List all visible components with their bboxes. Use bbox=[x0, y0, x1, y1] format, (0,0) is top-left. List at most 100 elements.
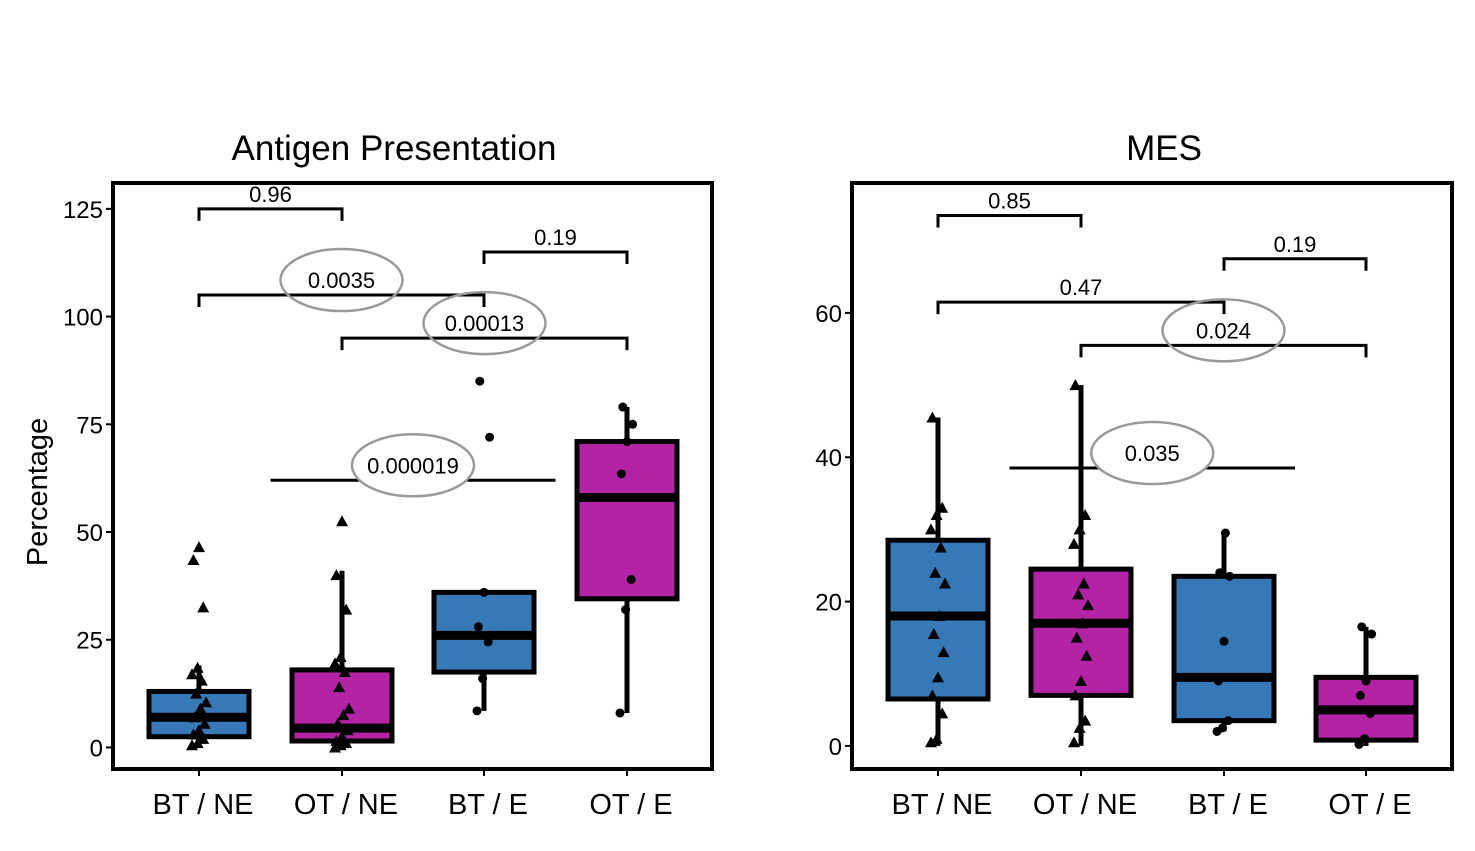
data-point bbox=[936, 501, 949, 513]
y-tick-label-50: 50 bbox=[76, 520, 103, 547]
data-point bbox=[932, 671, 944, 683]
data-point bbox=[934, 541, 947, 553]
data-point bbox=[1354, 739, 1364, 749]
data-point bbox=[478, 674, 488, 684]
chart-title: Antigen Presentation bbox=[232, 129, 557, 168]
comparison-bracket-0 bbox=[197, 207, 344, 221]
y-tick-label-20: 20 bbox=[815, 590, 842, 617]
plot-frame bbox=[850, 181, 1454, 771]
data-point bbox=[622, 437, 632, 447]
data-point bbox=[1069, 689, 1082, 701]
p-value-label: 0.00013 bbox=[445, 311, 525, 336]
box-2 bbox=[1171, 573, 1277, 724]
data-point bbox=[926, 411, 939, 423]
data-point bbox=[340, 737, 353, 749]
data-point bbox=[187, 554, 200, 566]
data-point bbox=[1069, 379, 1082, 391]
p-value-highlight bbox=[422, 290, 547, 356]
data-point bbox=[479, 587, 489, 597]
data-point bbox=[1225, 571, 1235, 581]
panel-antigen-presentation: Antigen Presentation 0 25 50 75 100 125 BT / NE… bbox=[63, 129, 714, 821]
data-point bbox=[628, 419, 638, 429]
data-point bbox=[1079, 508, 1092, 520]
comparison-bracket-3 bbox=[340, 336, 629, 351]
x-tick-label-3: OT / E bbox=[1328, 789, 1411, 821]
chart-title: MES bbox=[1126, 129, 1202, 168]
data-point bbox=[329, 657, 341, 669]
y-tick-label-75: 75 bbox=[76, 412, 103, 439]
data-point bbox=[937, 646, 950, 658]
data-point bbox=[191, 661, 204, 673]
p-value-label: 0.96 bbox=[249, 182, 292, 207]
data-point bbox=[1068, 736, 1080, 748]
data-point bbox=[337, 709, 350, 721]
data-point bbox=[483, 637, 493, 647]
data-point bbox=[191, 737, 204, 749]
data-point bbox=[1367, 629, 1377, 639]
data-point bbox=[626, 574, 636, 584]
data-point bbox=[472, 706, 482, 716]
data-point bbox=[1073, 721, 1086, 733]
data-point bbox=[343, 702, 355, 714]
data-point bbox=[198, 717, 211, 729]
data-point bbox=[193, 724, 205, 736]
data-point bbox=[1080, 649, 1093, 661]
data-point bbox=[330, 569, 343, 581]
data-point bbox=[929, 566, 942, 578]
p-value-highlight bbox=[350, 433, 476, 498]
p-value-label: 0.024 bbox=[1196, 318, 1251, 343]
data-point bbox=[936, 707, 949, 719]
comparison-bracket-2 bbox=[197, 293, 486, 308]
box-1 bbox=[1028, 566, 1134, 698]
data-point bbox=[475, 376, 485, 386]
comparison-bracket-2 bbox=[936, 300, 1226, 315]
panel-mes: MES 0 20 40 60 BT / NE OT / NE BT / E OT / E 0.85… bbox=[815, 129, 1454, 821]
data-point bbox=[930, 732, 943, 744]
group-p-value-label: 0.000019 bbox=[367, 453, 459, 478]
data-point bbox=[334, 650, 347, 662]
data-point bbox=[925, 523, 937, 535]
x-tick-label-2: BT / E bbox=[1188, 789, 1268, 821]
data-point bbox=[1072, 588, 1085, 600]
comparison-bracket-1 bbox=[1222, 257, 1368, 271]
y-tick-label-60: 60 bbox=[815, 301, 842, 328]
y-tick-label-25: 25 bbox=[76, 628, 103, 655]
box-3 bbox=[574, 439, 680, 602]
data-point bbox=[616, 469, 626, 479]
data-point bbox=[1068, 537, 1080, 549]
data-point bbox=[194, 702, 207, 714]
group-p-value-label: 0.035 bbox=[1125, 441, 1180, 466]
x-tick-label-0: BT / NE bbox=[892, 789, 993, 821]
data-point bbox=[1073, 523, 1086, 535]
data-point bbox=[926, 689, 939, 701]
p-value-label: 0.47 bbox=[1060, 275, 1103, 300]
data-point bbox=[1220, 528, 1230, 538]
data-point bbox=[925, 736, 937, 748]
data-point bbox=[1360, 734, 1370, 744]
x-tick-label-1: OT / NE bbox=[294, 789, 398, 821]
comparison-bracket-1 bbox=[482, 250, 629, 264]
data-point bbox=[621, 605, 631, 615]
data-point bbox=[1357, 622, 1367, 632]
y-tick-label-40: 40 bbox=[815, 445, 842, 472]
data-point bbox=[473, 622, 483, 632]
y-axis-label: Percentage bbox=[22, 418, 54, 566]
data-point bbox=[930, 508, 943, 520]
data-point bbox=[1215, 568, 1225, 578]
plot-frame bbox=[111, 181, 714, 771]
x-tick-label-1: OT / NE bbox=[1033, 789, 1137, 821]
data-point bbox=[333, 681, 346, 693]
data-point bbox=[1076, 617, 1089, 629]
data-point bbox=[1218, 723, 1228, 733]
data-point bbox=[1223, 716, 1233, 726]
data-point bbox=[330, 734, 343, 746]
data-point bbox=[186, 668, 198, 680]
data-point bbox=[190, 687, 203, 699]
data-point bbox=[1365, 708, 1375, 718]
data-point bbox=[615, 708, 625, 718]
p-value-label: 0.19 bbox=[534, 225, 577, 250]
comparison-bracket-0 bbox=[936, 213, 1083, 228]
data-point bbox=[341, 724, 354, 736]
x-tick-label-2: BT / E bbox=[448, 789, 528, 821]
y-tick-label-125: 125 bbox=[63, 197, 103, 224]
